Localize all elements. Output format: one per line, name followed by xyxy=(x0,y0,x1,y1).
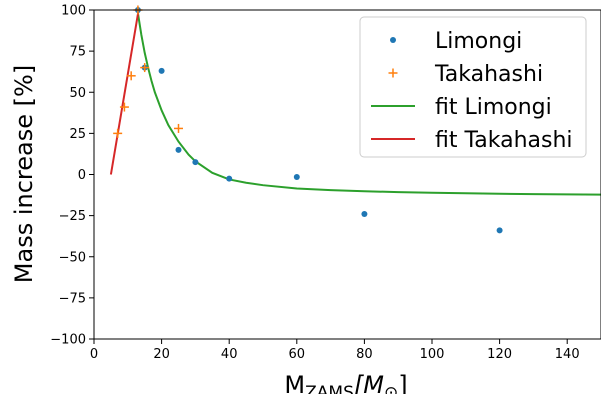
x-tick-label: 100 xyxy=(420,347,445,362)
point-limongi xyxy=(361,211,367,217)
x-axis-label-sub: ZAMS xyxy=(305,383,354,394)
legend-label: Takahashi xyxy=(434,62,543,87)
point-limongi xyxy=(226,176,232,182)
point-limongi xyxy=(159,68,165,74)
x-tick-label: 0 xyxy=(90,347,98,362)
point-limongi xyxy=(294,174,300,180)
legend-swatch xyxy=(390,37,396,43)
x-tick-label: 40 xyxy=(221,347,238,362)
y-tick-label: 75 xyxy=(69,45,86,60)
legend-label: Limongi xyxy=(435,29,522,54)
series-line-fit-takahashi xyxy=(111,10,139,175)
legend: Limongi Takahashi fit Limongi fit Takahashi xyxy=(360,17,586,157)
y-tick-label: 0 xyxy=(78,168,86,183)
y-tick-label: 25 xyxy=(69,127,86,142)
x-tick-label: 20 xyxy=(153,347,170,362)
x-axis-label-sun: ⊙ xyxy=(384,383,398,394)
y-tick-label: −75 xyxy=(59,291,86,306)
x-axis-label-close: ] xyxy=(398,371,407,394)
x-tick-label: 120 xyxy=(487,347,512,362)
y-tick-label: 100 xyxy=(61,4,86,19)
x-axis-label-bracket: [M xyxy=(354,371,384,394)
y-tick-label: 50 xyxy=(69,86,86,101)
point-limongi xyxy=(497,227,503,233)
x-tick-label: 60 xyxy=(289,347,306,362)
y-axis-label: Mass increase [%] xyxy=(10,65,38,283)
legend-label: fit Limongi xyxy=(435,95,552,120)
x-axis-label: MZAMS[M⊙] xyxy=(284,371,407,394)
y-tick-label: −25 xyxy=(59,209,86,224)
x-tick-label: 140 xyxy=(555,347,580,362)
point-takahashi xyxy=(174,124,183,133)
legend-label: fit Takahashi xyxy=(435,128,573,153)
x-axis-label-main: M xyxy=(284,371,305,394)
y-tick-label: −50 xyxy=(59,250,86,265)
point-limongi xyxy=(192,159,198,165)
point-limongi xyxy=(176,147,182,153)
y-tick-label: −100 xyxy=(50,333,86,348)
point-takahashi xyxy=(113,129,122,138)
x-tick-label: 80 xyxy=(356,347,373,362)
